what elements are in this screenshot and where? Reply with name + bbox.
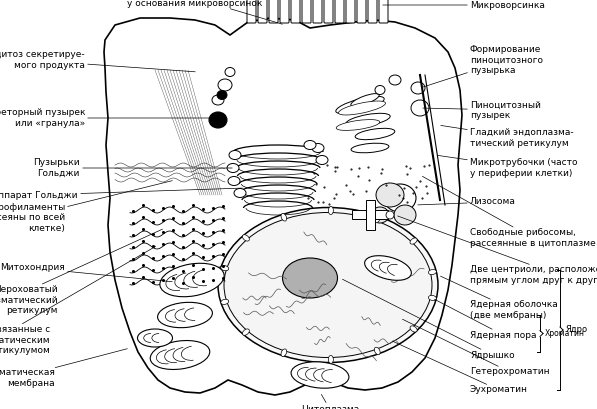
Text: Ядро: Ядро — [565, 326, 587, 335]
FancyBboxPatch shape — [313, 0, 322, 23]
Ellipse shape — [217, 90, 227, 99]
Text: Гладкий эндоплазма-
тический ретикулум: Гладкий эндоплазма- тический ретикулум — [441, 126, 574, 148]
PathPatch shape — [104, 18, 462, 395]
Ellipse shape — [328, 355, 333, 364]
Ellipse shape — [234, 189, 246, 198]
Ellipse shape — [410, 326, 417, 332]
Ellipse shape — [355, 128, 395, 140]
Text: Пиноцитозный
пузырек: Пиноцитозный пузырек — [423, 100, 541, 120]
Ellipse shape — [221, 299, 229, 304]
Text: Свободные рибосомы,
рассеянные в цитоплазме: Свободные рибосомы, рассеянные в цитопла… — [423, 176, 596, 248]
Ellipse shape — [338, 101, 386, 115]
Text: Ядрышко: Ядрышко — [343, 279, 515, 360]
Ellipse shape — [371, 207, 389, 223]
Ellipse shape — [291, 362, 349, 388]
Ellipse shape — [429, 295, 436, 301]
FancyBboxPatch shape — [302, 0, 311, 23]
Text: Экзоцитоз секретируе-
мого продукта: Экзоцитоз секретируе- мого продукта — [0, 50, 195, 72]
Ellipse shape — [160, 263, 224, 297]
Ellipse shape — [221, 265, 229, 271]
Ellipse shape — [209, 112, 227, 128]
Text: Рибосомы, связанные с
эндоплазматическим
ретикулумом: Рибосомы, связанные с эндоплазматическим… — [0, 246, 156, 355]
Text: Микроворсинка: Микроворсинка — [383, 0, 545, 9]
Ellipse shape — [228, 177, 240, 186]
Text: Поглощение или секреция
у основания микроворсинок: Поглощение или секреция у основания микр… — [127, 0, 282, 24]
Ellipse shape — [282, 258, 337, 298]
Text: Пузырьки
Гольджи: Пузырьки Гольджи — [33, 158, 232, 178]
Text: Две центриоли, расположенные под
прямым углом друг к другу: Две центриоли, расположенные под прямым … — [398, 216, 597, 285]
Text: Микрофиламенты
(рассеяны по всей
клетке): Микрофиламенты (рассеяны по всей клетке) — [0, 181, 173, 233]
FancyBboxPatch shape — [269, 0, 278, 23]
Text: Эухроматин: Эухроматин — [392, 341, 528, 395]
Bar — [366, 200, 375, 230]
Ellipse shape — [281, 213, 287, 221]
Text: Хроматин: Хроматин — [545, 329, 585, 338]
Ellipse shape — [137, 329, 173, 347]
Ellipse shape — [410, 238, 417, 244]
Ellipse shape — [394, 205, 416, 225]
Ellipse shape — [351, 143, 389, 153]
Text: Микротрубочки (часто
у периферии клетки): Микротрубочки (часто у периферии клетки) — [438, 155, 577, 178]
Ellipse shape — [242, 235, 250, 241]
FancyBboxPatch shape — [335, 0, 344, 23]
Ellipse shape — [411, 82, 425, 94]
Ellipse shape — [386, 211, 394, 219]
Ellipse shape — [158, 302, 213, 328]
Ellipse shape — [429, 270, 436, 274]
Text: Секреторный пузырек
или «гранула»: Секреторный пузырек или «гранула» — [0, 108, 212, 128]
Ellipse shape — [218, 79, 232, 91]
FancyBboxPatch shape — [291, 0, 300, 23]
Ellipse shape — [227, 164, 239, 173]
Ellipse shape — [336, 119, 380, 130]
Ellipse shape — [150, 341, 210, 369]
Ellipse shape — [312, 144, 324, 153]
FancyBboxPatch shape — [379, 0, 388, 23]
Ellipse shape — [384, 184, 416, 212]
Ellipse shape — [224, 213, 432, 357]
FancyBboxPatch shape — [280, 0, 289, 23]
Ellipse shape — [225, 67, 235, 76]
Ellipse shape — [242, 329, 250, 335]
FancyBboxPatch shape — [247, 0, 256, 23]
Ellipse shape — [376, 183, 404, 207]
Text: Шероховатый
эндоплазматический
ретикулум: Шероховатый эндоплазматический ретикулум — [0, 229, 162, 315]
FancyBboxPatch shape — [368, 0, 377, 23]
Text: Ядерная пора: Ядерная пора — [435, 299, 537, 339]
Ellipse shape — [316, 155, 328, 164]
Ellipse shape — [375, 85, 385, 94]
Ellipse shape — [365, 256, 411, 280]
Text: Формирование
пиноцитозного
пузырька: Формирование пиноцитозного пузырька — [423, 45, 543, 87]
FancyBboxPatch shape — [258, 0, 267, 23]
FancyBboxPatch shape — [324, 0, 333, 23]
Ellipse shape — [304, 141, 316, 150]
Ellipse shape — [336, 96, 384, 114]
Text: Цитоплазма: Цитоплазма — [301, 394, 359, 409]
Text: Плазматическая
мембрана: Плазматическая мембрана — [0, 349, 127, 388]
Ellipse shape — [374, 347, 380, 355]
Ellipse shape — [351, 94, 379, 106]
FancyBboxPatch shape — [346, 0, 355, 23]
Bar — [352, 210, 388, 219]
FancyBboxPatch shape — [357, 0, 366, 23]
Text: Гетерохроматин: Гетерохроматин — [402, 319, 550, 377]
Ellipse shape — [389, 75, 401, 85]
Text: Аппарат Гольджи: Аппарат Гольджи — [0, 188, 242, 200]
Text: Митохондрия: Митохондрия — [0, 263, 173, 282]
Ellipse shape — [229, 151, 241, 160]
Ellipse shape — [218, 207, 438, 362]
Ellipse shape — [374, 215, 380, 223]
Text: Лизосома: Лизосома — [418, 198, 516, 207]
Ellipse shape — [328, 207, 333, 215]
Text: Ядерная оболочка
(две мембраны): Ядерная оболочка (две мембраны) — [441, 276, 558, 320]
Ellipse shape — [346, 113, 390, 127]
Ellipse shape — [212, 95, 224, 105]
Ellipse shape — [411, 100, 429, 116]
Ellipse shape — [281, 349, 287, 357]
